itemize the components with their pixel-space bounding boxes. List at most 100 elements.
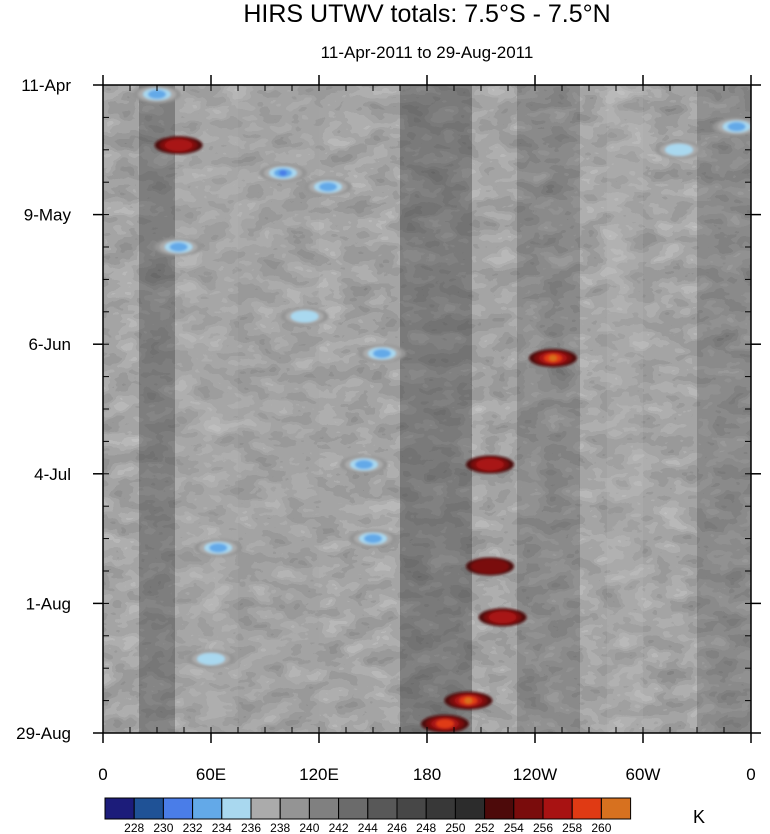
colorbar-label: 242 xyxy=(329,821,349,834)
x-axis: 0 60E 120E 180 120W 60W 0 xyxy=(98,75,756,784)
colorbar-swatch xyxy=(367,797,398,820)
longitude-band xyxy=(238,85,319,733)
longitude-bands xyxy=(139,85,751,733)
value-feature xyxy=(655,140,703,159)
colorbar-label: 260 xyxy=(591,821,611,834)
colorbar-label: 238 xyxy=(270,821,290,834)
longitude-band xyxy=(517,85,580,733)
contour-ring xyxy=(279,169,287,176)
colorbar-swatch xyxy=(338,797,369,820)
longitude-band xyxy=(139,85,175,733)
colorbar-label: 232 xyxy=(183,821,203,834)
contour-ring xyxy=(476,458,504,471)
value-feature xyxy=(358,344,406,363)
contour-ring xyxy=(355,460,373,470)
colorbar-label: 228 xyxy=(124,821,144,834)
contour-ring xyxy=(436,719,454,729)
contour-ring xyxy=(169,242,188,252)
colorbar-label: 244 xyxy=(358,821,378,834)
value-feature xyxy=(466,557,514,576)
colorbar-swatch xyxy=(133,797,164,820)
contour-ring xyxy=(164,139,193,152)
colorbar-label: 246 xyxy=(387,821,407,834)
colorbar-label: 240 xyxy=(299,821,319,834)
colorbar-label: 248 xyxy=(416,821,436,834)
contour-ring xyxy=(364,534,382,544)
colorbar-label: 250 xyxy=(445,821,465,834)
x-tick-label: 60E xyxy=(196,765,226,784)
value-feature xyxy=(421,714,469,733)
y-tick-label: 11-Apr xyxy=(21,76,71,95)
contour-ring xyxy=(727,122,746,132)
longitude-band xyxy=(697,85,751,733)
contour-ring xyxy=(290,310,319,323)
value-feature xyxy=(712,117,751,136)
plot-area xyxy=(103,85,751,733)
colorbar-swatch xyxy=(600,797,632,820)
y-tick-label: 4-Jul xyxy=(34,465,71,484)
y-tick-label: 9-May xyxy=(24,206,72,225)
colorbar-label: 256 xyxy=(533,821,553,834)
colorbar-swatch xyxy=(454,797,486,820)
colorbar-label: 258 xyxy=(562,821,582,834)
colorbar-swatch xyxy=(162,797,194,820)
y-axis: 11-Apr 9-May 6-Jun 4-Jul 1-Aug 29-Aug xyxy=(16,76,761,743)
contour-ring xyxy=(319,182,337,192)
value-features xyxy=(133,85,751,733)
chart-title: HIRS UTWV totals: 7.5°S - 7.5°N xyxy=(243,0,610,28)
colorbar-label: 236 xyxy=(241,821,261,834)
value-feature xyxy=(444,691,493,710)
value-feature xyxy=(259,163,307,182)
longitude-band xyxy=(175,85,238,733)
value-feature xyxy=(529,349,577,368)
contour-ring xyxy=(197,652,225,665)
colorbar-unit: K xyxy=(693,807,705,827)
colorbar-swatch xyxy=(425,797,456,820)
colorbar-swatch xyxy=(513,797,544,820)
colorbar-swatch xyxy=(571,797,602,820)
value-feature xyxy=(340,455,388,474)
x-tick-label: 0 xyxy=(98,765,107,784)
colorbar-swatch xyxy=(542,797,573,820)
contour-ring xyxy=(549,355,557,362)
y-tick-label: 29-Aug xyxy=(16,724,71,743)
colorbar-swatch xyxy=(308,797,340,820)
value-feature xyxy=(304,177,352,196)
value-feature xyxy=(154,238,203,256)
contour-ring xyxy=(148,89,166,99)
contour-ring xyxy=(665,143,693,156)
x-tick-label: 60W xyxy=(626,765,661,784)
colorbar-label: 230 xyxy=(153,821,173,834)
colorbar-swatch xyxy=(250,797,281,820)
value-feature xyxy=(133,85,181,104)
colorbar-label: 252 xyxy=(475,821,495,834)
value-feature xyxy=(478,608,527,627)
value-feature xyxy=(154,136,203,155)
value-feature xyxy=(280,307,329,326)
colorbar-label: 254 xyxy=(504,821,524,834)
colorbar-swatch xyxy=(279,797,310,820)
x-tick-label: 120E xyxy=(299,765,339,784)
colorbar: 228 230 232 234 236 238 240 242 244 246 248 250 252 2… xyxy=(104,797,632,834)
longitude-band xyxy=(607,85,643,733)
colorbar-swatch xyxy=(484,797,515,820)
x-tick-label: 0 xyxy=(746,765,755,784)
value-feature xyxy=(466,455,514,474)
value-feature xyxy=(187,649,235,668)
colorbar-swatch xyxy=(221,797,252,820)
colorbar-swatch xyxy=(192,797,223,820)
chart-subtitle: 11-Apr-2011 to 29-Aug-2011 xyxy=(321,43,534,62)
y-tick-label: 1-Aug xyxy=(26,594,71,613)
contour-ring xyxy=(373,348,391,358)
y-tick-label: 6-Jun xyxy=(28,335,71,354)
x-tick-label: 120W xyxy=(513,765,557,784)
value-feature xyxy=(349,529,397,548)
x-tick-label: 180 xyxy=(413,765,441,784)
contour-ring xyxy=(464,697,473,704)
longitude-band xyxy=(400,85,472,733)
value-feature xyxy=(194,538,243,557)
contour-ring xyxy=(471,558,509,574)
contour-ring xyxy=(209,543,228,553)
colorbar-label: 234 xyxy=(212,821,232,834)
